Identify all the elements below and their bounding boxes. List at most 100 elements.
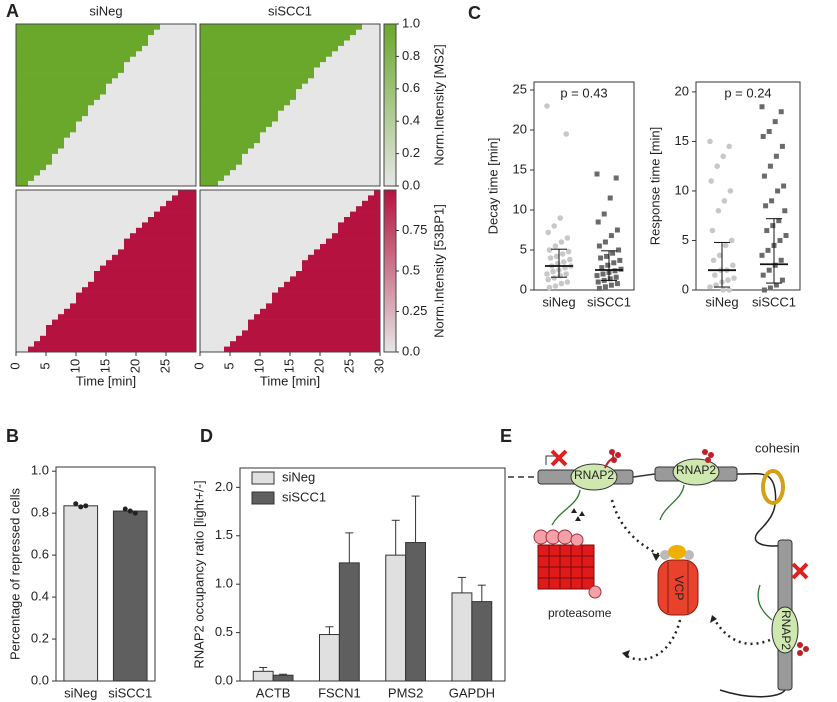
proteasome-label: proteasome — [548, 606, 612, 620]
bar — [272, 674, 294, 682]
heatmap-row — [16, 148, 58, 154]
x-tick-label: siNeg — [542, 294, 575, 309]
data-point — [760, 133, 766, 139]
x-tick-label: 0 — [7, 362, 22, 369]
heatmap-row — [290, 276, 380, 283]
heatmap-row — [236, 335, 380, 342]
bar — [252, 670, 274, 682]
x-tick-label: 30 — [371, 359, 386, 373]
heatmap-row — [284, 281, 380, 288]
cohesin-label: cohesin — [755, 440, 800, 455]
heatmap-row — [172, 195, 196, 202]
chromatin — [632, 473, 656, 478]
data-point — [594, 171, 600, 177]
data-point — [604, 253, 610, 259]
data-point — [720, 287, 726, 293]
data-point — [600, 271, 606, 277]
data-point — [778, 109, 784, 115]
y-tick-label: 1.0 — [31, 463, 49, 478]
data-point — [132, 510, 138, 516]
data-point — [722, 242, 729, 249]
ubiquitin — [803, 646, 809, 652]
x-axis-label: Time [min] — [76, 373, 136, 388]
data-point — [567, 256, 573, 263]
data-point — [763, 203, 769, 209]
data-point — [759, 104, 765, 110]
heatmap-row — [200, 180, 218, 187]
panel-label: E — [500, 426, 512, 446]
x-tick-label: FSCN1 — [318, 685, 361, 700]
data-point — [727, 188, 734, 194]
panel-label: B — [6, 426, 19, 446]
y-axis-label: RNAP2 occupancy ratio [light+/-] — [191, 480, 206, 668]
data-point — [767, 285, 773, 291]
bar — [338, 562, 360, 682]
heatmap-row — [242, 330, 380, 337]
data-point — [596, 285, 602, 291]
legend-label: siSCC1 — [282, 489, 326, 504]
vcp-label: VCP — [672, 576, 686, 601]
data-point — [716, 252, 723, 259]
y-tick-label: 5 — [520, 241, 527, 256]
heatmap-row — [374, 190, 380, 196]
heatmap-row — [142, 222, 196, 229]
heatmap-row — [16, 126, 76, 133]
data-point — [546, 247, 553, 253]
heatmap-row — [70, 303, 196, 310]
data-point — [764, 228, 770, 234]
x-tick-label: 25 — [341, 359, 356, 373]
x-tick-label: 15 — [281, 359, 296, 373]
data-point — [552, 243, 559, 249]
heatmap-row — [200, 34, 350, 41]
heatmap-row — [16, 67, 124, 73]
data-point — [596, 243, 602, 249]
data-point — [614, 227, 620, 233]
data-point — [547, 255, 554, 261]
data-point — [720, 153, 726, 160]
data-point — [715, 207, 722, 214]
data-point — [605, 262, 611, 268]
heatmap-row — [82, 287, 196, 293]
data-point — [760, 272, 766, 278]
y-tick-label: 2.0 — [215, 479, 233, 494]
heatmap-row — [200, 83, 302, 90]
heatmap-row — [248, 319, 380, 326]
heatmap-row — [16, 132, 70, 138]
colorbar-label: Norm.Intensity [MS2] — [431, 44, 446, 165]
heatmap-row — [260, 308, 380, 315]
rnap2-label: RNAP2 — [676, 463, 716, 477]
data-point — [73, 501, 79, 507]
arrow — [710, 614, 771, 646]
heatmap-row — [16, 169, 40, 176]
heatmap-row — [16, 121, 76, 127]
heatmap-row — [200, 105, 284, 111]
data-point — [601, 211, 607, 217]
heatmap-row — [136, 227, 196, 234]
heatmap-row — [224, 346, 380, 353]
data-point — [607, 276, 613, 282]
x-axis-label: Time [min] — [260, 373, 320, 388]
heatmap-row — [58, 314, 196, 320]
data-point — [127, 508, 133, 514]
heatmap-row — [326, 238, 380, 245]
y-tick-label: 15 — [513, 161, 527, 176]
data-point — [765, 247, 771, 253]
heatmap-row — [34, 341, 196, 347]
ubiquitin — [611, 457, 617, 463]
data-point — [730, 262, 736, 269]
peptides — [571, 508, 585, 521]
rna — [757, 584, 773, 621]
heatmap-row — [124, 244, 196, 250]
y-tick-label: 1.5 — [215, 527, 233, 542]
panel-label: D — [200, 426, 213, 446]
heatmap-row — [200, 51, 332, 57]
heatmap-row — [16, 94, 100, 100]
data-point — [545, 276, 551, 283]
heatmap-row — [16, 175, 34, 181]
y-tick-label: 0.2 — [31, 630, 49, 645]
heatmap-row — [40, 335, 196, 342]
data-point — [611, 260, 617, 266]
heatmap-row — [16, 61, 124, 68]
data-point — [725, 277, 731, 283]
x-tick-label: PMS2 — [388, 685, 423, 700]
